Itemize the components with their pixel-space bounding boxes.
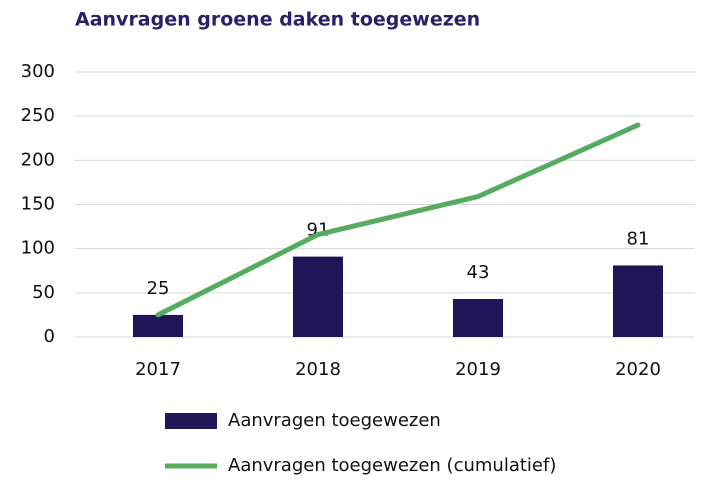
bar <box>613 265 663 337</box>
legend-label: Aanvragen toegewezen <box>228 410 441 431</box>
bar <box>133 314 183 337</box>
y-tick-label: 250 <box>21 105 55 126</box>
legend-label: Aanvragen toegewezen (cumulatief) <box>228 455 556 476</box>
y-tick-label: 300 <box>21 61 55 82</box>
x-tick-label: 2020 <box>615 359 661 380</box>
bar <box>453 299 503 337</box>
legend-swatch <box>165 413 217 429</box>
y-tick-label: 200 <box>21 149 55 170</box>
data-label: 43 <box>467 262 490 283</box>
line <box>155 122 641 318</box>
bar <box>293 256 343 337</box>
x-tick-label: 2018 <box>295 359 341 380</box>
data-label: 81 <box>627 228 650 249</box>
x-tick-label: 2017 <box>135 359 181 380</box>
y-tick-label: 0 <box>44 326 55 347</box>
y-tick-label: 50 <box>32 282 55 303</box>
data-label: 25 <box>147 278 170 299</box>
y-tick-label: 100 <box>21 238 55 259</box>
chart-title: Aanvragen groene daken toegewezen <box>75 9 480 31</box>
y-tick-label: 150 <box>21 194 55 215</box>
x-tick-label: 2019 <box>455 359 501 380</box>
